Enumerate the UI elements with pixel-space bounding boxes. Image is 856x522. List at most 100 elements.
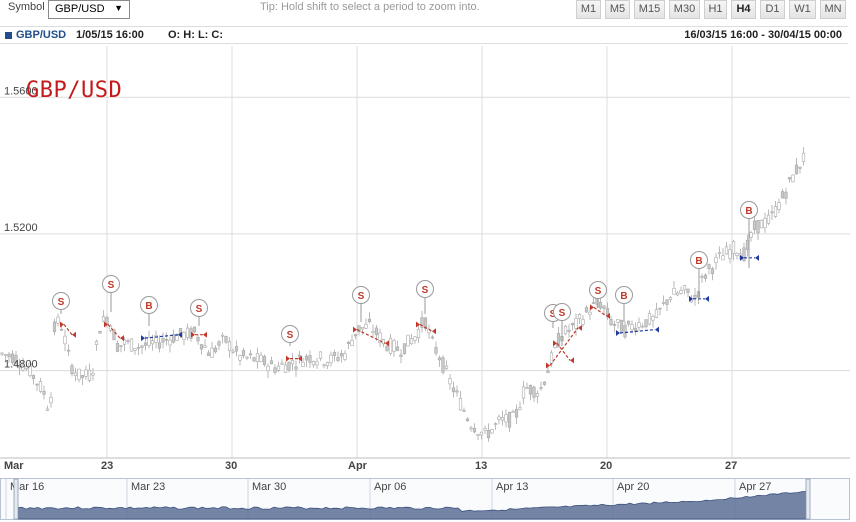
timeframe-m15-button[interactable]: M15	[634, 0, 665, 19]
trade-entry-arrow-icon	[689, 295, 693, 302]
candle	[301, 357, 305, 368]
timeframe-d1-button[interactable]: D1	[760, 0, 785, 19]
candle	[38, 377, 43, 394]
timeframe-mn-button[interactable]: MN	[820, 0, 846, 19]
navigator-date-label: Apr 06	[374, 481, 406, 493]
candle	[339, 349, 344, 363]
candle	[245, 356, 249, 361]
candle	[17, 358, 22, 376]
timeframe-m1-button[interactable]: M1	[576, 0, 601, 19]
trade-exit-arrow-icon	[705, 295, 709, 302]
candle	[266, 363, 270, 379]
candle	[647, 310, 652, 326]
symbol-select[interactable]: GBP/USD ▼	[48, 0, 130, 19]
x-tick-label: Mar	[4, 460, 24, 471]
candle	[654, 302, 659, 319]
candle	[171, 329, 176, 344]
candle	[367, 312, 372, 324]
candle	[546, 366, 550, 374]
sell-marker-flag[interactable]: S	[102, 275, 120, 313]
trade-exit-arrow-icon	[203, 331, 207, 338]
timeframe-w1-button[interactable]: W1	[789, 0, 816, 19]
info-symbol: GBP/USD	[16, 29, 67, 41]
candle	[126, 338, 130, 345]
candle	[651, 314, 655, 328]
candle	[350, 334, 354, 347]
candle	[584, 305, 589, 314]
candle	[483, 425, 487, 435]
range-navigator[interactable]: Mar 16 Mar 23 Mar 30 Apr 06 Apr 13 Apr 20 Apr …	[0, 478, 850, 520]
sell-marker-flag[interactable]: S	[352, 286, 370, 323]
candle	[672, 281, 676, 295]
candle	[157, 335, 162, 353]
candle	[479, 431, 484, 440]
timeframe-m5-button[interactable]: M5	[605, 0, 630, 19]
candle	[0, 352, 4, 356]
candle	[378, 328, 382, 348]
candle	[486, 423, 491, 442]
candle	[273, 364, 277, 375]
y-tick-label: 1.4800	[4, 359, 38, 371]
candle	[31, 374, 36, 385]
candle	[206, 349, 211, 357]
candle	[623, 321, 627, 340]
candle	[728, 244, 732, 264]
candle	[703, 273, 708, 282]
x-tick-label: 23	[101, 460, 113, 471]
sell-marker-flag[interactable]: S	[52, 292, 70, 315]
candle	[462, 407, 466, 412]
marker-label: B	[695, 256, 702, 267]
candle	[91, 368, 95, 381]
buy-marker-flag[interactable]: B	[740, 201, 758, 269]
candle	[353, 333, 358, 340]
sell-marker-flag[interactable]: S	[281, 325, 299, 347]
candle	[472, 423, 477, 434]
candle	[14, 350, 18, 367]
candle	[122, 337, 127, 352]
x-tick-label: 30	[225, 460, 237, 471]
timeframe-h4-button[interactable]: H4	[731, 0, 756, 19]
trade-connector-line	[549, 327, 579, 366]
marker-label: B	[620, 291, 627, 302]
trade-entry-arrow-icon	[191, 331, 195, 338]
candle	[248, 349, 253, 359]
candle	[721, 248, 725, 261]
trade-connector-line	[593, 306, 607, 317]
navigator-left-handle[interactable]	[13, 478, 19, 520]
candle	[668, 296, 673, 303]
timeframe-h1-button[interactable]: H1	[704, 0, 727, 19]
timeframe-m30-button[interactable]: M30	[669, 0, 700, 19]
candle	[430, 335, 435, 340]
buy-marker-flag[interactable]: B	[615, 286, 633, 323]
candle	[556, 327, 561, 348]
candle	[773, 200, 778, 219]
candle	[423, 316, 428, 331]
candle	[374, 325, 379, 341]
candle	[441, 355, 445, 375]
candle	[73, 367, 78, 382]
candle	[780, 188, 785, 199]
trade-connector-line	[144, 334, 179, 339]
candle	[21, 357, 25, 372]
candle	[735, 252, 739, 260]
candle	[133, 348, 137, 355]
buy-marker-flag[interactable]: B	[140, 296, 158, 327]
candle	[518, 401, 522, 411]
trade-exit-arrow-icon	[578, 324, 582, 331]
buy-marker-flag[interactable]: B	[690, 251, 708, 301]
dropdown-arrow-icon: ▼	[114, 3, 123, 13]
navigator-right-handle[interactable]	[805, 478, 811, 520]
candle	[521, 380, 526, 405]
symbol-label: Symbol	[8, 1, 45, 13]
trade-connector-line	[107, 324, 121, 339]
candle	[619, 319, 624, 333]
candle	[399, 349, 403, 364]
sell-marker-flag[interactable]: S	[190, 299, 208, 327]
sell-marker-flag[interactable]: S	[553, 303, 571, 347]
candle	[80, 374, 85, 386]
candle	[444, 360, 449, 371]
sell-marker-flag[interactable]: S	[416, 280, 434, 315]
candle	[616, 318, 620, 329]
sell-marker-flag[interactable]: S	[589, 281, 607, 309]
